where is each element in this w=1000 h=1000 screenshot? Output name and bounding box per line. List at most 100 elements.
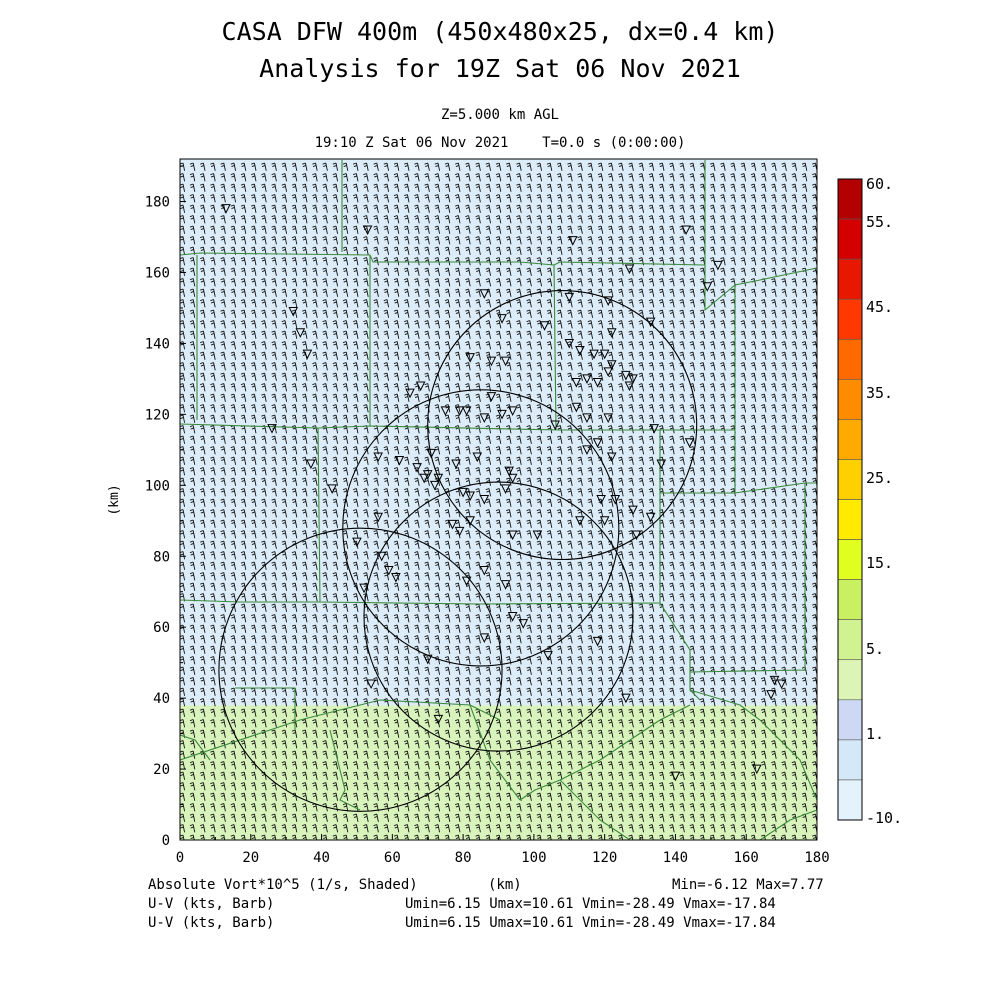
station-marker bbox=[419, 473, 429, 484]
station-marker bbox=[766, 690, 776, 700]
station-marker bbox=[465, 353, 475, 363]
station-marker bbox=[575, 516, 585, 526]
x-tick-label: 0 bbox=[176, 850, 184, 866]
station-marker bbox=[500, 356, 511, 367]
station-marker bbox=[440, 406, 451, 416]
colorbar-segment bbox=[837, 338, 863, 380]
station-marker bbox=[422, 654, 433, 665]
station-marker bbox=[575, 346, 585, 356]
colorbar-segment bbox=[837, 298, 863, 340]
colorbar-label: 60. bbox=[866, 175, 893, 193]
station-marker bbox=[465, 516, 475, 526]
station-marker bbox=[383, 565, 394, 576]
station-marker bbox=[507, 473, 518, 484]
radar-ring bbox=[218, 527, 503, 812]
station-marker bbox=[582, 413, 592, 424]
y-tick-label: 160 bbox=[145, 266, 170, 282]
station-marker bbox=[295, 328, 306, 338]
station-marker bbox=[288, 307, 299, 317]
y-tick-label: 120 bbox=[145, 407, 170, 423]
wind-barb-field bbox=[180, 162, 817, 840]
colorbar-label: 35. bbox=[866, 384, 893, 402]
y-tick-label: 140 bbox=[145, 336, 170, 352]
station-marker bbox=[500, 484, 511, 494]
colorbar-label: 55. bbox=[866, 213, 893, 231]
station-marker bbox=[592, 438, 603, 448]
y-axis-ticks: 0 20 40 60 80 100 120 140 160 180 bbox=[145, 165, 186, 849]
colorbar-segment bbox=[837, 539, 863, 580]
footer-barb-label-1: U-V (kts, Barb) bbox=[148, 896, 275, 912]
station-marker bbox=[504, 466, 514, 477]
station-marker bbox=[645, 512, 656, 523]
x-tick-label: 160 bbox=[734, 850, 759, 866]
radar-ring bbox=[363, 481, 634, 752]
radar-range-rings bbox=[218, 289, 698, 812]
station-marker bbox=[507, 406, 518, 416]
station-marker bbox=[684, 438, 695, 448]
station-marker bbox=[564, 338, 575, 349]
colorbar-segment bbox=[837, 499, 863, 540]
station-marker bbox=[599, 516, 610, 526]
station-marker bbox=[776, 679, 787, 690]
station-marker bbox=[592, 636, 603, 647]
station-marker bbox=[486, 392, 497, 402]
station-marker bbox=[306, 459, 316, 470]
station-marker bbox=[327, 484, 337, 494]
station-marker bbox=[582, 374, 592, 385]
x-tick-label: 80 bbox=[455, 850, 472, 866]
x-tick-label: 20 bbox=[242, 850, 259, 866]
station-marker bbox=[497, 409, 507, 420]
station-marker bbox=[352, 537, 362, 548]
station-marker bbox=[479, 565, 490, 576]
level-label: Z=5.000 km AGL bbox=[440, 107, 559, 123]
station-marker bbox=[376, 551, 387, 562]
valid-time-label: 19:10 Z Sat 06 Nov 2021 T=0.0 s (0:00:00… bbox=[314, 135, 686, 151]
y-tick-label: 80 bbox=[153, 549, 170, 565]
station-marker bbox=[451, 459, 461, 470]
colorbar-segment bbox=[837, 218, 863, 260]
station-marker bbox=[603, 367, 614, 377]
station-marker bbox=[479, 413, 490, 424]
station-marker bbox=[472, 452, 483, 463]
x-axis-label: (km) bbox=[488, 877, 522, 893]
footer-field-name: Absolute Vort*10^5 (1/s, Shaded) bbox=[148, 877, 418, 893]
colorbar-segment bbox=[837, 779, 863, 821]
plot-title-line1: CASA DFW 400m (450x480x25, dx=0.4 km) bbox=[221, 17, 779, 46]
footer-min-max: Min=-6.12 Max=7.77 bbox=[672, 877, 824, 893]
station-marker bbox=[621, 370, 631, 381]
station-marker bbox=[433, 714, 444, 725]
station-marker bbox=[596, 495, 606, 505]
y-tick-label: 20 bbox=[153, 762, 170, 778]
station-marker bbox=[681, 225, 691, 236]
station-marker bbox=[221, 204, 231, 214]
x-tick-label: 140 bbox=[663, 850, 688, 866]
station-marker bbox=[702, 282, 713, 292]
station-marker bbox=[454, 526, 465, 537]
colorbar-segment bbox=[837, 579, 863, 620]
radar-ring bbox=[342, 389, 620, 667]
colorbar-label: 5. bbox=[866, 640, 884, 658]
colorbar-label: 45. bbox=[866, 298, 893, 316]
station-marker bbox=[621, 693, 631, 704]
colorbar-label: 1. bbox=[866, 725, 884, 743]
station-marker bbox=[426, 448, 437, 459]
colorbar-segment bbox=[837, 619, 863, 661]
station-marker bbox=[571, 377, 582, 388]
county-boundaries bbox=[180, 160, 817, 840]
y-tick-label: 0 bbox=[162, 833, 170, 849]
station-marker bbox=[532, 530, 543, 541]
station-marker bbox=[631, 530, 642, 541]
station-marker bbox=[599, 349, 610, 360]
station-marker bbox=[589, 349, 599, 360]
station-marker bbox=[302, 349, 313, 360]
y-tick-label: 100 bbox=[145, 478, 170, 494]
station-marker bbox=[645, 317, 656, 328]
x-tick-label: 40 bbox=[313, 850, 330, 866]
colorbar-label: 15. bbox=[866, 554, 893, 572]
x-tick-label: 120 bbox=[592, 850, 617, 866]
colorbar-segment bbox=[837, 379, 863, 420]
station-marker bbox=[507, 612, 518, 622]
station-marker bbox=[429, 480, 440, 491]
y-tick-label: 180 bbox=[145, 195, 170, 211]
